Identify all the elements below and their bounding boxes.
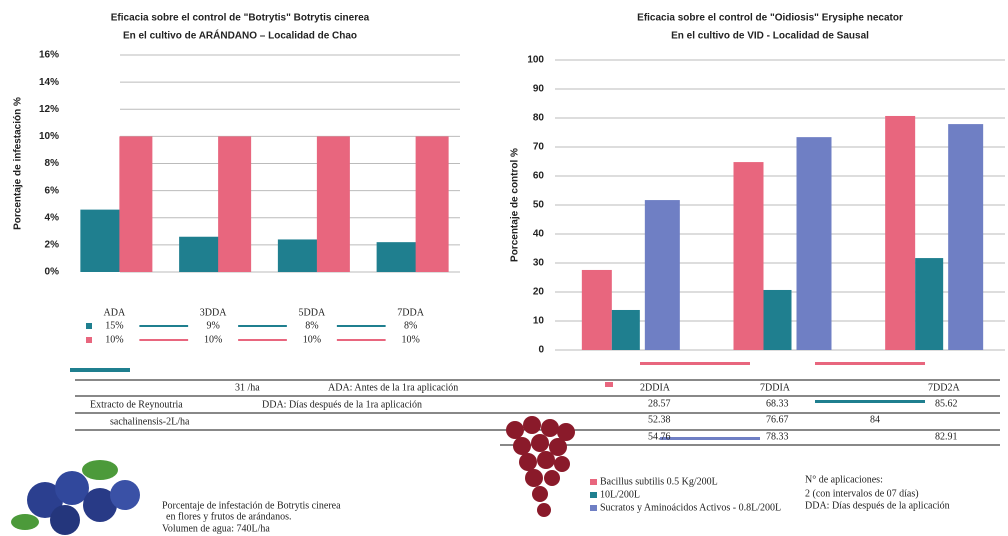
y-tick-label: 60 xyxy=(533,171,545,182)
legend-swatch xyxy=(86,323,92,329)
blueberry-illustration xyxy=(11,460,140,535)
y-tick-label: 10 xyxy=(533,316,545,327)
bar xyxy=(218,136,252,272)
table-header: 7DD2A xyxy=(928,382,960,393)
y-tick-label: 2% xyxy=(45,240,60,251)
note: ADA: Antes de la 1ra aplicación xyxy=(328,382,458,393)
y-tick-label: 10% xyxy=(39,131,59,142)
y-tick-label: 0% xyxy=(45,267,60,278)
y-axis-title: Porcentaje de control % xyxy=(510,148,521,262)
chart-title: Eficacia sobre el control de "Oidiosis" … xyxy=(637,13,903,24)
y-tick-label: 6% xyxy=(45,185,60,196)
legend-label: Sucratos y Aminoácidos Activos - 0.8L/20… xyxy=(600,502,781,513)
legend-value: 9% xyxy=(206,320,219,331)
y-tick-label: 80 xyxy=(533,113,545,124)
x-tick-label: ADA xyxy=(104,307,126,318)
x-tick-label: 3DDA xyxy=(200,307,227,318)
grape-illustration xyxy=(506,416,575,517)
bar xyxy=(581,269,612,350)
bar xyxy=(119,136,153,272)
legend-swatch xyxy=(590,505,597,511)
y-tick-label: 50 xyxy=(533,200,545,211)
table-cell: 85.62 xyxy=(935,398,958,409)
bar xyxy=(796,137,832,350)
applications-note: DDA: Días después de la aplicación xyxy=(805,500,950,511)
legend-swatch xyxy=(86,337,92,343)
table-header: 7DDIA xyxy=(760,382,791,393)
bar xyxy=(644,200,680,350)
y-tick-label: 30 xyxy=(533,258,545,269)
bar xyxy=(376,242,421,272)
y-tick-label: 4% xyxy=(45,212,60,223)
legend-value: 10% xyxy=(303,334,321,345)
y-tick-label: 70 xyxy=(533,142,545,153)
legend-value: 15% xyxy=(105,320,123,331)
legend-value: 10% xyxy=(204,334,222,345)
note: DDA: Días después de la 1ra aplicación xyxy=(262,399,422,410)
table-header: 2DDIA xyxy=(640,382,671,393)
table-cell: 78.33 xyxy=(766,431,789,442)
applications-note: 2 (con intervalos de 07 días) xyxy=(805,488,919,499)
x-tick-label: 5DDA xyxy=(299,307,326,318)
y-tick-label: 8% xyxy=(45,158,60,169)
table-cell: 68.33 xyxy=(766,398,789,409)
footnote: en flores y frutos de arándanos. xyxy=(166,511,292,522)
legend-label: Bacillus subtilis 0.5 Kg/200L xyxy=(600,476,718,487)
legend-label: 10L/200L xyxy=(600,489,640,500)
bar xyxy=(733,162,764,350)
bar xyxy=(415,136,449,272)
legend-value: 8% xyxy=(305,320,318,331)
footnote: Volumen de agua: 740L/ha xyxy=(162,523,270,534)
legend-value: 10% xyxy=(401,334,419,345)
note: 31 /ha xyxy=(235,382,260,393)
bar xyxy=(763,289,792,350)
chart-title: Eficacia sobre el control de "Botrytis" … xyxy=(111,13,370,24)
bar xyxy=(915,258,944,350)
bar xyxy=(179,236,224,272)
legend-swatch xyxy=(590,492,597,498)
table-cell: 76.67 xyxy=(766,414,789,425)
legend-swatch xyxy=(590,479,597,485)
legend-value: 10% xyxy=(105,334,123,345)
bar xyxy=(611,309,640,350)
bar xyxy=(80,209,125,272)
chart-subtitle: En el cultivo de ARÁNDANO – Localidad de… xyxy=(123,29,357,42)
bar xyxy=(277,239,322,272)
x-tick-label: 7DDA xyxy=(397,307,424,318)
note: Extracto de Reynoutria xyxy=(90,399,183,410)
y-tick-label: 0 xyxy=(538,345,544,356)
y-axis-title: Porcentaje de infestación % xyxy=(13,97,24,230)
y-tick-label: 14% xyxy=(39,77,59,88)
applications-note: N° de aplicaciones: xyxy=(805,474,883,485)
y-tick-label: 40 xyxy=(533,229,545,240)
y-tick-label: 16% xyxy=(39,50,59,61)
table-cell: 82.91 xyxy=(935,431,958,442)
y-tick-label: 100 xyxy=(527,55,544,66)
bar xyxy=(316,136,350,272)
bar xyxy=(885,115,916,350)
y-tick-label: 20 xyxy=(533,287,545,298)
bar xyxy=(948,124,984,350)
table-cell: 52.38 xyxy=(648,414,671,425)
table-rules xyxy=(70,362,1000,446)
note: sachalinensis-2L/ha xyxy=(110,416,190,427)
y-tick-label: 90 xyxy=(533,84,545,95)
y-tick-label: 12% xyxy=(39,104,59,115)
footnote: Porcentaje de infestación de Botrytis ci… xyxy=(162,500,341,511)
legend-value: 8% xyxy=(404,320,417,331)
swatch xyxy=(605,382,613,387)
table-cell: 54.76 xyxy=(648,431,671,442)
table-cell: 84 xyxy=(870,414,880,425)
table-cell: 28.57 xyxy=(648,398,671,409)
chart-subtitle: En el cultivo de VID - Localidad de Saus… xyxy=(671,31,869,42)
